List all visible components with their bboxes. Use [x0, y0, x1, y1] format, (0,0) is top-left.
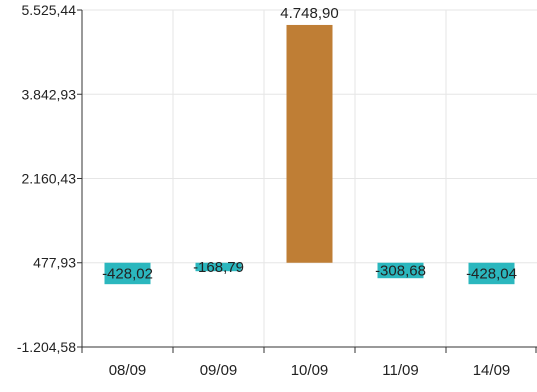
- bar: [468, 262, 515, 285]
- y-tick-label: 3.842,93: [22, 86, 77, 102]
- axes: 5.525,44 3.842,93 2.160,43 477,93 -1.204,58 0…: [17, 2, 537, 379]
- bar: [104, 262, 151, 285]
- bars: [104, 24, 515, 285]
- x-tick-label: 10/09: [291, 362, 329, 379]
- bar: [195, 262, 242, 272]
- y-tick-label: -1.204,58: [17, 339, 76, 355]
- x-tick-label: 09/09: [200, 362, 238, 379]
- data-label: -428,04: [466, 265, 517, 282]
- y-tick-label: 2.160,43: [22, 171, 77, 187]
- y-tick-label: 5.525,44: [22, 2, 77, 18]
- data-labels: -428,02 -168,79 4.748,90 -308,68 -428,04: [102, 5, 517, 283]
- x-tick-label: 14/09: [473, 362, 511, 379]
- data-label: -308,68: [375, 262, 426, 279]
- data-label: -168,79: [193, 259, 244, 276]
- data-label: -428,02: [102, 265, 153, 282]
- bar: [286, 24, 333, 263]
- x-tick-label: 08/09: [109, 362, 147, 379]
- bar: [377, 262, 424, 279]
- x-tick-label: 11/09: [382, 362, 418, 379]
- data-label: 4.748,90: [280, 5, 338, 22]
- y-tick-label: 477,93: [33, 255, 76, 271]
